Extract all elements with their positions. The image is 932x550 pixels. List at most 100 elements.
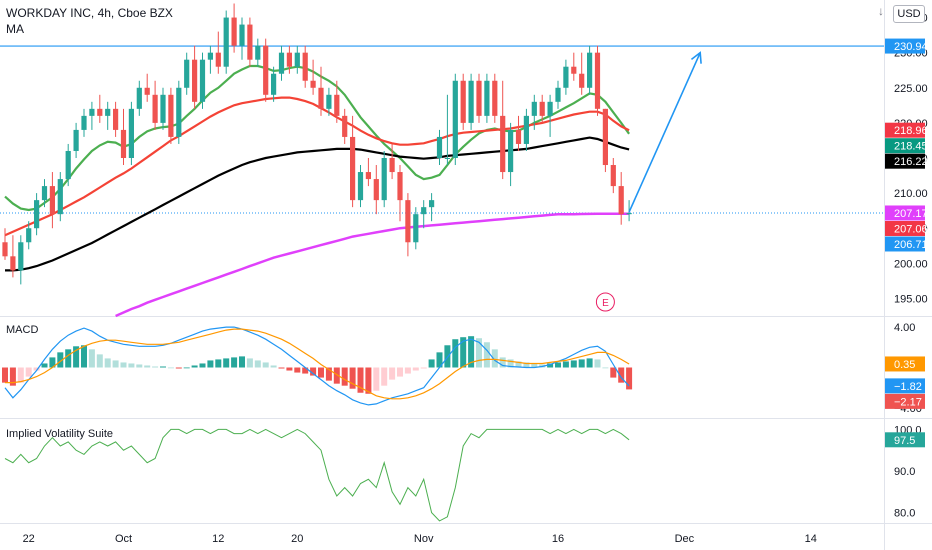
macd-histogram-bar [389,367,396,380]
candle-body [128,108,134,158]
candle-body [381,158,387,201]
macd-histogram-bar [175,367,182,369]
macd-histogram-bar [468,336,475,368]
candle-body [429,200,435,208]
macd-histogram-bar [578,359,585,368]
macd-price-tag: 0.35 [885,356,925,372]
macd-histogram-bar [397,367,403,377]
iv-line [4,428,630,522]
macd-price-tag-label: −1.82 [894,381,922,393]
macd-histogram-bar [310,367,317,376]
macd-tick-label: 4.00 [894,322,915,334]
candle-body [223,17,229,67]
price-price-tag-label: 230.94 [894,41,928,53]
macd-histogram-bar [420,367,427,369]
indicator-label[interactable]: MA [6,22,24,36]
candle-body [579,73,585,88]
candle-body [460,80,466,123]
time-tick-label: Oct [115,533,132,545]
candle-body [373,179,379,201]
macd-histogram-bar [325,367,332,381]
candle-body [113,108,119,130]
price-price-tag-bg [885,138,925,154]
candle-body [89,108,95,116]
candle-body [397,172,403,201]
candle-body [231,17,237,46]
macd-histogram-bar [254,360,261,368]
macd-price-tag-label: 0.35 [894,359,915,371]
candle-body [73,129,79,151]
macd-histogram-bar [167,367,174,369]
macd-histogram-bar [104,358,111,368]
currency-button[interactable]: USD [893,5,925,23]
price-tick-label: 200.00 [894,258,928,270]
candle-body [610,165,616,187]
macd-histogram-bar [144,365,151,368]
macd-histogram-bar [199,363,206,368]
candle-body [144,87,150,95]
macd-histogram-bar [404,367,411,374]
macd-histogram-bar [239,356,245,368]
candle-body [136,87,142,109]
iv-tick-label: 80.0 [894,508,915,520]
candle-body [357,172,364,201]
iv-price-tag: 97.5 [885,432,925,448]
price-price-tag-label: 207.17 [894,208,928,220]
candle-body [531,101,537,116]
macd-histogram-bar [602,367,609,369]
currency-arrow-icon[interactable]: ↓ [878,4,884,18]
candle-body [18,242,24,271]
candle-body [571,66,577,74]
price-price-tag-label: 206.71 [894,239,928,251]
candle-body [152,94,158,123]
candle-body [326,94,332,109]
macd-histogram-bar [412,367,419,371]
candle-body [563,66,569,88]
candle-body [302,52,308,81]
candle-body [294,52,300,67]
macd-histogram-bar [112,360,119,368]
price-price-tag-bg [885,122,925,138]
macd-histogram-bar [381,367,388,386]
candle-body [484,80,490,116]
candle-body [365,172,371,180]
time-tick-label: 22 [23,533,35,545]
macd-histogram-bar [302,367,309,374]
candle-body [41,186,48,201]
macd-histogram-bar [65,349,72,368]
macd-histogram-bar [610,367,617,378]
price-tick-label: 210.00 [894,188,928,200]
macd-histogram-bar [191,365,198,368]
macd-histogram-bar [2,367,8,383]
candle-body [421,207,427,215]
candle-body [539,101,545,116]
macd-histogram-bar [278,367,285,369]
candle-body [413,214,419,243]
macd-histogram-bar [586,358,593,368]
time-tick-label: 14 [805,533,817,545]
macd-histogram-bar [318,367,324,378]
macd-histogram-bar [262,362,269,368]
time-tick-label: Nov [414,533,434,545]
candle-body [192,59,198,102]
macd-histogram-bar [444,345,451,368]
price-tick-label: 195.00 [894,293,928,305]
earnings-marker-label: E [602,298,609,309]
macd-histogram-bar [531,363,538,368]
projection-arrowhead-icon [690,51,702,64]
macd-histogram-bar [499,357,506,368]
candle-body [444,158,450,159]
macd-histogram-bar [373,367,380,391]
earnings-marker-icon [595,292,615,312]
macd-histogram-bar [231,357,238,368]
iv-price-tag-bg [885,432,925,448]
iv-pane-title: Implied Volatility Suite [6,428,113,440]
macd-histogram-bar [333,367,340,384]
candle-body [594,52,601,109]
candle-body [10,256,16,271]
candle-body [555,87,561,102]
price-price-tag: 207.06 [885,220,928,236]
macd-histogram-bar [88,349,95,368]
macd-histogram-bar [626,367,633,390]
